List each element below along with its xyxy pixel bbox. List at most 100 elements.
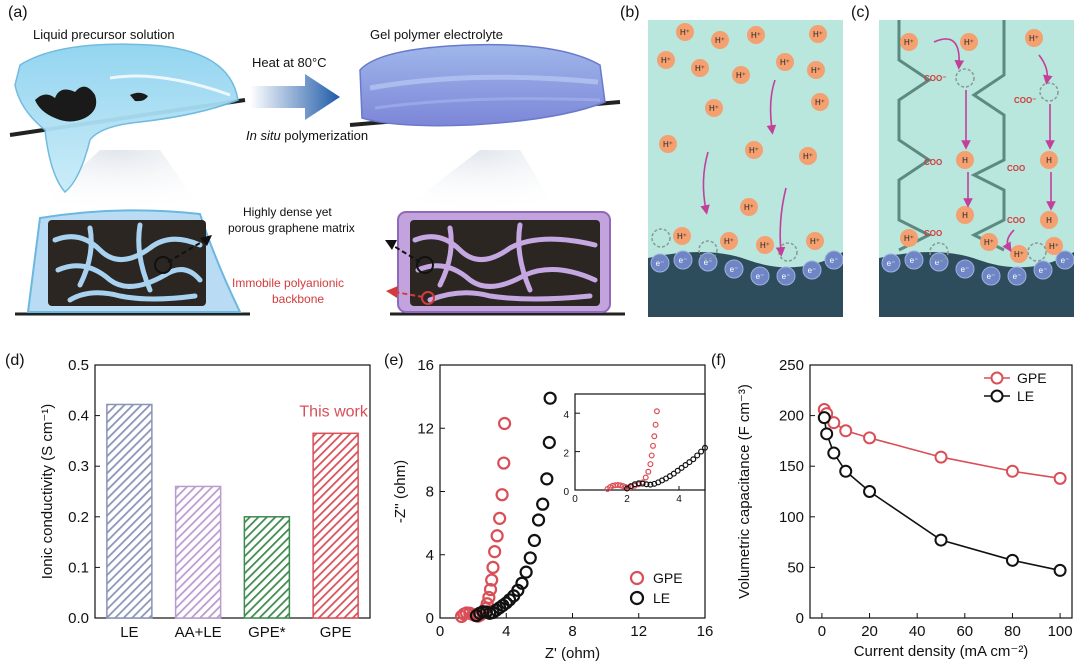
inset-data-point bbox=[686, 459, 693, 466]
spotlight-cone-right bbox=[395, 150, 560, 215]
proton-circle bbox=[1045, 237, 1063, 255]
data-point bbox=[515, 576, 529, 590]
y-tick-label: 0.3 bbox=[68, 458, 89, 475]
proton-circle bbox=[720, 232, 738, 250]
proton-label: H⁺ bbox=[984, 238, 994, 247]
panel-label-e: (e) bbox=[384, 352, 404, 369]
y-tick-label: 8 bbox=[426, 484, 434, 501]
inset-data-point bbox=[702, 444, 709, 451]
inset-data-point bbox=[639, 480, 646, 487]
legend-marker-le bbox=[990, 389, 1004, 403]
y-tick-label: 250 bbox=[779, 357, 804, 374]
series-le bbox=[469, 391, 557, 623]
y-axis-label: Volumetric capacitance (F cm⁻³) bbox=[736, 384, 753, 599]
proton-label: H⁺ bbox=[661, 56, 671, 65]
data-point bbox=[499, 596, 513, 610]
bar-gpe bbox=[243, 516, 291, 619]
gel-polymer-illustration bbox=[349, 43, 621, 127]
data-point bbox=[485, 573, 499, 587]
y-tick-label: 0.1 bbox=[68, 559, 89, 576]
proton-label: H⁺ bbox=[749, 146, 759, 155]
data-point bbox=[482, 590, 496, 605]
electron: e⁻ bbox=[981, 266, 1001, 286]
data-point bbox=[1053, 563, 1067, 577]
carboxylate-label: COO bbox=[1007, 216, 1025, 225]
inset-bg bbox=[575, 394, 705, 490]
inset-data-point bbox=[694, 452, 701, 459]
proton-vacancy bbox=[698, 240, 718, 260]
proton-circle bbox=[676, 23, 694, 41]
x-tick-label: 16 bbox=[697, 623, 714, 640]
data-point bbox=[934, 450, 948, 464]
electron: e⁻ bbox=[650, 253, 670, 273]
chart-nyquist: 0 4 8 12 16 0 4 8 12 16 Z' (ohm) -Z'' (ohm) GPE LE 0 2 4… bbox=[392, 357, 714, 662]
carboxylate-label: COO⁻ bbox=[924, 74, 946, 83]
electron-circle bbox=[881, 253, 901, 273]
x-category-label: LE bbox=[120, 624, 138, 641]
electron-circle bbox=[981, 266, 1001, 286]
x-axis-label: Current density (mA cm⁻²) bbox=[854, 643, 1029, 660]
proton: H⁺ bbox=[756, 236, 774, 254]
proton: H bbox=[1040, 211, 1058, 229]
proton-label: H⁺ bbox=[803, 152, 813, 161]
proton-circle bbox=[673, 227, 691, 245]
chart-capacitance: 0 50 100 150 200 250 0 20 40 60 80 100 GPE LE Current … bbox=[736, 357, 1073, 660]
proton-vacancy bbox=[778, 242, 798, 262]
arrow-top-label: Heat at 80°C bbox=[252, 55, 327, 70]
inset-data-point bbox=[645, 468, 652, 475]
proton-circle bbox=[691, 59, 709, 77]
series-line bbox=[823, 409, 1061, 480]
liquid-precursor-illustration bbox=[9, 43, 246, 194]
proton-circle bbox=[807, 61, 825, 79]
proton-label: H⁺ bbox=[1029, 34, 1039, 43]
data-point bbox=[493, 511, 507, 525]
proton: H⁺ bbox=[673, 227, 691, 245]
inset-data-point bbox=[643, 481, 650, 488]
legend-label-gpe: GPE bbox=[1017, 370, 1047, 386]
proton: H⁺ bbox=[811, 93, 829, 111]
inset-data-point bbox=[617, 482, 624, 489]
inset-x-tick-label: 4 bbox=[676, 494, 682, 505]
y-tick-label: 200 bbox=[779, 408, 804, 425]
proton-label: H bbox=[1046, 156, 1052, 165]
data-point bbox=[820, 427, 834, 441]
polymer-chain-left bbox=[897, 20, 933, 252]
spotlight-cone-left bbox=[30, 150, 205, 215]
y-tick-label: 0 bbox=[796, 610, 804, 627]
legend-marker-le bbox=[629, 590, 645, 606]
electron-label: e⁻ bbox=[1013, 272, 1022, 281]
proton: H⁺ bbox=[676, 23, 694, 41]
data-point bbox=[486, 560, 500, 574]
proton-label: H⁺ bbox=[695, 64, 705, 73]
panel-label-d: (d) bbox=[5, 352, 25, 369]
proton: H⁺ bbox=[711, 31, 729, 49]
data-point bbox=[839, 464, 853, 478]
migration-arrow bbox=[766, 79, 777, 135]
electron-circle bbox=[1055, 250, 1074, 270]
carboxylate-label: COO bbox=[1007, 164, 1025, 173]
proton-label: H⁺ bbox=[663, 140, 673, 149]
x-tick-label: 40 bbox=[909, 623, 926, 640]
proton-label: H⁺ bbox=[904, 234, 914, 243]
arrow-bottom-label: In situ polymerization bbox=[246, 128, 368, 143]
proton-circle bbox=[799, 147, 817, 165]
proton-label: H⁺ bbox=[760, 241, 770, 250]
proton: H⁺ bbox=[799, 147, 817, 165]
electrode-surface bbox=[879, 251, 1074, 317]
proton: H⁺ bbox=[747, 26, 765, 44]
data-point bbox=[488, 544, 502, 559]
proton-label: H⁺ bbox=[680, 28, 690, 37]
electron-label: e⁻ bbox=[910, 256, 919, 265]
y-tick-label: 0 bbox=[563, 487, 569, 498]
proton: H⁺ bbox=[1025, 29, 1043, 47]
series-le bbox=[817, 411, 1067, 577]
matrix-pointer-right bbox=[391, 244, 421, 263]
proton-circle bbox=[1025, 29, 1043, 47]
bar-gpe bbox=[312, 432, 359, 619]
inset-data-point bbox=[648, 452, 655, 459]
matrix-label-2: porous graphene matrix bbox=[228, 221, 355, 235]
inset-data-point bbox=[653, 408, 660, 415]
proton-circle bbox=[1010, 245, 1028, 263]
proton: H⁺ bbox=[806, 232, 824, 250]
x-tick-label: 8 bbox=[568, 623, 576, 640]
